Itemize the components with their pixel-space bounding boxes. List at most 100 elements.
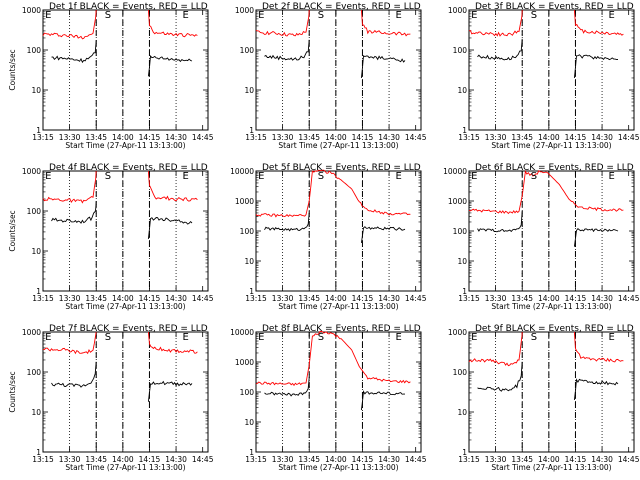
y-tick-label: 10000 (230, 328, 254, 337)
x-tick-label: 13:30 (272, 455, 294, 464)
x-tick-label: 13:30 (59, 133, 81, 142)
x-tick-label: 14:15 (139, 455, 161, 464)
detector-panel: Det 8f BLACK = Events, RED = LLD 1 10 100 10… (230, 324, 427, 472)
y-tick-label: 100 (240, 388, 255, 397)
series-line (477, 361, 523, 392)
series-line (573, 54, 619, 79)
x-tick-label: 13:45 (511, 294, 533, 303)
x-tick-label: 14:15 (352, 133, 374, 142)
x-tick-label: 14:00 (325, 455, 347, 464)
event-marker-label: S (318, 171, 324, 182)
x-tick-label: 14:15 (139, 133, 161, 142)
x-tick-label: 14:15 (565, 294, 587, 303)
y-tick-label: 1000 (235, 6, 254, 15)
series-line (147, 217, 193, 240)
x-tick-label: 13:45 (85, 294, 107, 303)
x-tick-label: 14:30 (165, 455, 187, 464)
event-marker-label: S (531, 171, 537, 182)
y-tick-label: 1 (36, 448, 41, 457)
y-tick-label: 100 (27, 368, 42, 377)
x-tick-label: 13:45 (85, 133, 107, 142)
y-tick-label: 1 (36, 126, 41, 135)
series-line (573, 227, 619, 247)
event-marker-label: S (318, 332, 324, 343)
panel-title: Det 2f BLACK = Events, RED = LLD (262, 2, 421, 12)
x-tick-label: 14:30 (378, 133, 400, 142)
panel-title: Det 9f BLACK = Events, RED = LLD (475, 324, 634, 334)
series-line (147, 170, 198, 202)
series-line (42, 9, 97, 40)
x-tick-label: 14:15 (565, 455, 587, 464)
event-marker-label: S (531, 332, 537, 343)
event-marker-label: E (258, 171, 264, 182)
x-tick-label: 13:15 (458, 294, 480, 303)
y-tick-label: 10 (457, 257, 467, 266)
y-tick-label: 10 (457, 86, 467, 95)
x-tick-label: 13:15 (245, 294, 267, 303)
panel-title: Det 3f BLACK = Events, RED = LLD (475, 2, 634, 12)
x-tick-label: 13:30 (272, 133, 294, 142)
x-tick-label: 13:45 (511, 133, 533, 142)
x-tick-label: 13:30 (59, 294, 81, 303)
series-line (42, 170, 97, 204)
series-line (360, 226, 406, 243)
series-line (255, 169, 411, 218)
x-axis-label: Start Time (27-Apr-11 13:13:00) (278, 302, 398, 311)
event-marker-label: S (105, 171, 111, 182)
y-tick-label: 1000 (22, 167, 41, 176)
y-tick-label: 10 (31, 86, 41, 95)
series-line (264, 377, 310, 397)
detector-panel: Det 9f BLACK = Events, RED = LLD 1 10 100 10… (448, 324, 640, 472)
x-tick-label: 14:45 (618, 294, 640, 303)
series-line (147, 9, 198, 38)
series-line (255, 9, 310, 37)
x-tick-label: 14:45 (405, 294, 427, 303)
y-tick-label: 1 (36, 287, 41, 296)
x-tick-label: 14:30 (378, 294, 400, 303)
y-tick-label: 1000 (22, 328, 41, 337)
event-marker-label: E (182, 332, 188, 343)
x-axis-label: Start Time (27-Apr-11 13:13:00) (65, 141, 185, 150)
event-marker-label: S (318, 10, 324, 21)
detector-panel: Det 2f BLACK = Events, RED = LLD 1 10 100 10… (235, 2, 427, 150)
y-tick-label: 100 (453, 46, 468, 55)
panel-title: Det 4f BLACK = Events, RED = LLD (49, 163, 208, 173)
x-tick-label: 14:45 (405, 133, 427, 142)
y-axis-label: Counts/sec (8, 49, 17, 90)
x-tick-label: 13:15 (245, 133, 267, 142)
x-tick-label: 14:00 (112, 455, 134, 464)
y-tick-label: 100 (27, 207, 42, 216)
y-tick-label: 1 (249, 287, 254, 296)
panel-title: Det 5f BLACK = Events, RED = LLD (262, 163, 421, 173)
plot-frame (468, 331, 635, 453)
x-tick-label: 13:30 (485, 455, 507, 464)
detector-panel: Det 6f BLACK = Events, RED = LLD 1 10 100 10… (443, 163, 640, 311)
x-axis-label: Start Time (27-Apr-11 13:13:00) (65, 463, 185, 472)
x-axis-label: Start Time (27-Apr-11 13:13:00) (491, 463, 611, 472)
series-line (468, 331, 523, 367)
x-tick-label: 14:45 (192, 294, 214, 303)
event-marker-label: E (45, 10, 51, 21)
series-line (468, 9, 523, 37)
series-line (147, 55, 193, 77)
series-line (264, 212, 310, 232)
y-tick-label: 10 (31, 408, 41, 417)
x-tick-label: 14:45 (618, 455, 640, 464)
series-line (51, 361, 97, 388)
event-marker-label: E (45, 332, 51, 343)
event-marker-label: E (608, 171, 614, 182)
x-tick-label: 13:30 (59, 455, 81, 464)
x-tick-label: 13:45 (298, 294, 320, 303)
x-tick-label: 13:45 (298, 133, 320, 142)
x-tick-label: 14:00 (538, 133, 560, 142)
event-marker-label: E (395, 171, 401, 182)
x-tick-label: 14:30 (378, 455, 400, 464)
series-line (51, 201, 97, 224)
x-axis-label: Start Time (27-Apr-11 13:13:00) (278, 141, 398, 150)
x-axis-label: Start Time (27-Apr-11 13:13:00) (278, 463, 398, 472)
x-tick-label: 14:15 (565, 133, 587, 142)
x-tick-label: 14:00 (112, 133, 134, 142)
x-tick-label: 14:00 (538, 294, 560, 303)
y-tick-label: 1000 (235, 358, 254, 367)
y-tick-label: 1 (462, 448, 467, 457)
